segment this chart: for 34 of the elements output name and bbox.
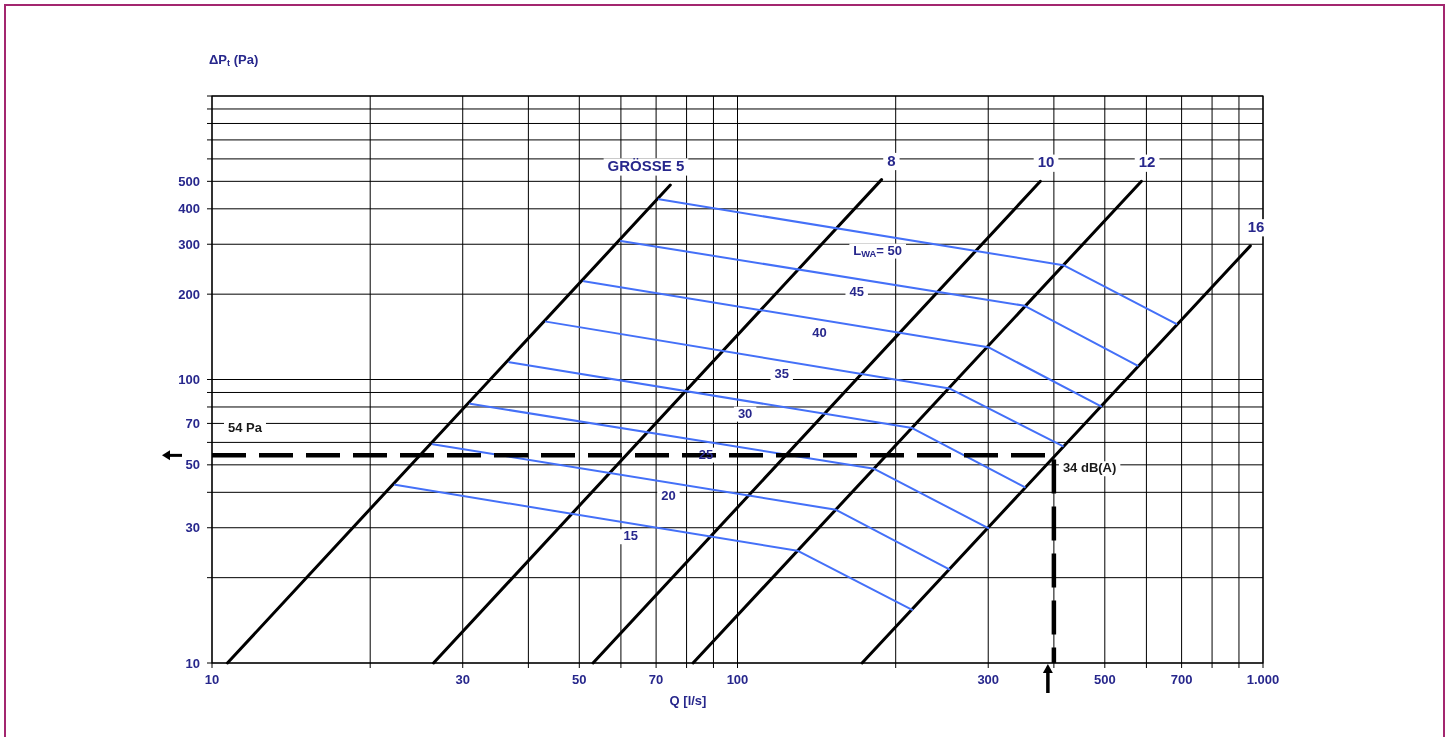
- series-label: 12: [1138, 153, 1156, 171]
- annotation: 54 Pa: [228, 420, 263, 436]
- series-label: GRÖSSE 5: [607, 157, 685, 175]
- x-tick-label: 10: [204, 672, 220, 687]
- x-tick-label: 70: [648, 672, 664, 687]
- series-label: 45: [849, 283, 864, 299]
- series-label: 16: [1247, 217, 1265, 235]
- x-tick-label: 50: [572, 672, 587, 687]
- y-tick-label: 500: [178, 173, 200, 189]
- y-tick-label: 200: [178, 286, 200, 302]
- annotation: 34 dB(A): [1062, 460, 1117, 476]
- y-tick-label: 400: [178, 201, 200, 217]
- y-tick-label: 30: [185, 520, 200, 536]
- y-tick-label: 300: [178, 236, 200, 252]
- y-tick-label: 50: [185, 457, 200, 473]
- x-tick-label: 300: [977, 672, 1000, 687]
- series-label: 40: [812, 324, 827, 340]
- series-label: 20: [661, 487, 676, 503]
- series-label: 30: [737, 405, 753, 421]
- x-tick-label: 30: [455, 672, 470, 687]
- series-label: 8: [887, 151, 896, 169]
- x-tick-label: 700: [1170, 672, 1193, 687]
- x-axis-title: Q [l/s]: [669, 693, 707, 708]
- y-tick-label: 70: [185, 415, 200, 431]
- series-label: 10: [1037, 153, 1055, 171]
- series-label: 35: [774, 365, 789, 381]
- x-tick-label: 1.000: [1246, 672, 1280, 687]
- series-label: 15: [623, 528, 639, 544]
- y-tick-label: 100: [178, 372, 200, 388]
- x-tick-label: 100: [726, 672, 749, 687]
- x-tick-label: 500: [1093, 672, 1116, 687]
- y-axis-title: ΔP$_{t}$ (Pa): [209, 52, 259, 69]
- series-label: L$_{WA}$= 50: [853, 242, 903, 259]
- y-tick-label: 10: [185, 655, 200, 671]
